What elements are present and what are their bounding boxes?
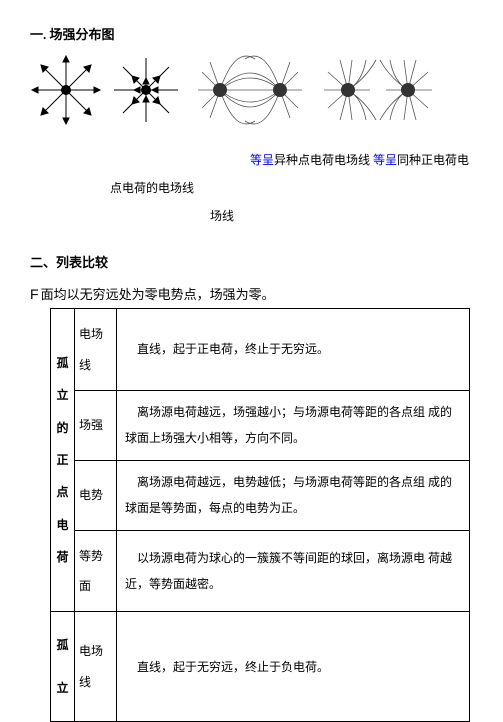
row-content: 直线，起于无穷远，终止于负电荷。 (117, 612, 470, 722)
caption-text-1: 异种点电荷电场线 (274, 153, 373, 167)
row-label: 电势 (75, 460, 117, 530)
comparison-table: 孤 立 的 正 点 电 荷 电场 线 直线，起于正电荷，终止于无穷远。 场强 离… (50, 308, 470, 722)
diagram-negative-charge (110, 54, 182, 133)
intro-text: 面均以无穷远处为零电势点，场强为零。 (41, 285, 275, 306)
table-row: 场强 离场源电荷越远，场强越小；与场源电荷等距的各点组 成的球面上场强大小相等，… (51, 390, 470, 460)
table-row: 孤 立 的 正 点 电 荷 电场 线 直线，起于正电荷，终止于无穷远。 (51, 309, 470, 391)
caption-center: 场线 (210, 204, 234, 228)
diagram-positive-charge (30, 54, 102, 133)
table-row: 等势 面 以场源电荷为球心的一簇簇不等间距的球回，离场源电 荷越近，等势面越密。 (51, 530, 470, 612)
caption-row-1: 等呈异种点电荷电场线 等呈同种正电荷电 (30, 148, 473, 172)
row-label: 电场 线 (75, 309, 117, 391)
diagram-same-charges (318, 54, 438, 133)
row-label: 电场 线 (75, 612, 117, 722)
intro-row: F 面均以无穷远处为零电势点，场强为零。 (30, 283, 473, 306)
caption-left: 点电荷的电场线 (110, 176, 194, 200)
row-label: 等势 面 (75, 530, 117, 612)
group1-label: 孤 立 的 正 点 电 荷 (51, 309, 75, 612)
caption-link-1: 等呈 (250, 153, 274, 167)
group2-label: 孤 立 (51, 612, 75, 722)
caption-row-2: 点电荷的电场线 (30, 176, 473, 200)
caption-text-2: 同种正电荷电 (397, 153, 469, 167)
table-row: 电势 离场源电荷越远，电势越低；与场源电荷等距的各点组 成的球面是等势面，每点的… (51, 460, 470, 530)
field-diagrams (30, 54, 473, 133)
row-content: 直线，起于正电荷，终止于无穷远。 (117, 309, 470, 391)
row-content: 离场源电荷越远，场强越小；与场源电荷等距的各点组 成的球面上场强大小相等，方向不… (117, 390, 470, 460)
heading-2: 二、列表比较 (30, 253, 473, 274)
caption-link-2: 等呈 (373, 153, 397, 167)
table-row: 孤 立 电场 线 直线，起于无穷远，终止于负电荷。 (51, 612, 470, 722)
row-content: 离场源电荷越远，电势越低；与场源电荷等距的各点组 成的球面是等势面，每点的电势为… (117, 460, 470, 530)
intro-f: F (30, 283, 39, 305)
caption-row-3: 场线 (30, 204, 473, 228)
heading-1: 一. 场强分布图 (30, 25, 473, 46)
diagram-opposite-charges (190, 54, 310, 133)
row-content: 以场源电荷为球心的一簇簇不等间距的球回，离场源电 荷越近，等势面越密。 (117, 530, 470, 612)
row-label: 场强 (75, 390, 117, 460)
